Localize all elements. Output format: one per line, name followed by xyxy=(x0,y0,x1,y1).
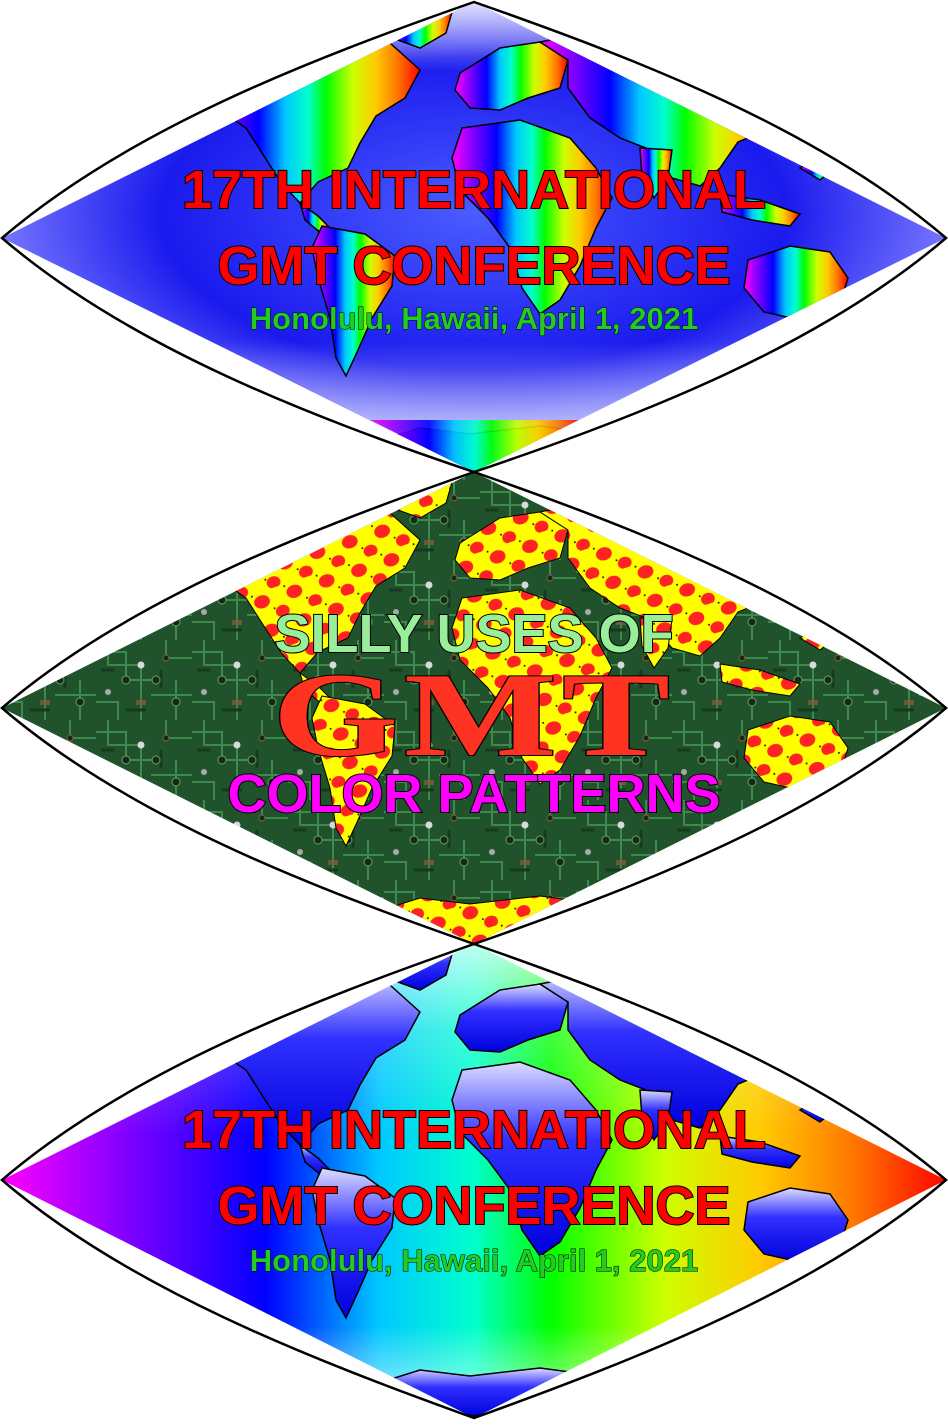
gmt-logo: GMT xyxy=(271,648,676,781)
bottom-subtitle: Honolulu, Hawaii, April 1, 2021 xyxy=(249,1243,699,1278)
top-title-line1: 17TH INTERNATIONAL xyxy=(181,159,767,221)
middle-title-line3: COLOR PATTERNS xyxy=(227,763,722,825)
middle-title-line1: SILLY USES OF xyxy=(273,603,674,665)
bottom-title-line1: 17TH INTERNATIONAL xyxy=(181,1099,767,1161)
bottom-map-frame xyxy=(0,942,948,1420)
top-subtitle: Honolulu, Hawaii, April 1, 2021 xyxy=(249,301,699,336)
bottom-title-line2: GMT CONFERENCE xyxy=(217,1175,732,1237)
top-title-line2: GMT CONFERENCE xyxy=(217,235,732,297)
